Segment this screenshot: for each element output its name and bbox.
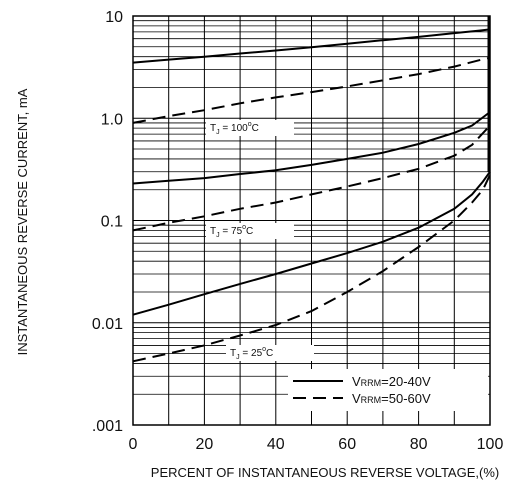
x-tick-label: 100 [477,436,504,453]
legend-box [288,369,488,411]
grid [133,16,490,425]
annotations: TJ = 100oC TJ = 75oC TJ = 25oC [206,120,314,361]
series-group [132,16,491,363]
annotation-background [226,345,314,361]
x-tick-label: 80 [410,436,428,453]
solid-series-line [132,111,491,185]
y-axis-title: INSTANTANEOUS REVERSE CURRENT, mA [15,88,30,355]
dashed-series-line [132,174,491,363]
annotation-background [206,223,294,239]
x-tick-label: 0 [129,436,138,453]
solid-series-line [132,28,491,64]
tick-labels: 0 20 40 60 80 100 .001 0.01 0.1 1.0 10 [92,9,504,453]
legend-label: VRRM=20-40V [352,374,431,389]
dashed-series-line [132,56,491,124]
y-tick-label: 1.0 [101,111,123,128]
y-tick-label: .001 [92,418,123,435]
legend-label: VRRM=50-60V [352,391,431,406]
temperature-annotation: TJ = 100oC [210,121,259,136]
x-tick-label: 40 [267,436,285,453]
x-axis-title: PERCENT OF INSTANTANEOUS REVERSE VOLTAGE… [151,465,499,480]
x-tick-label: 20 [196,436,214,453]
dashed-series-line [132,124,491,232]
x-tick-label: 60 [338,436,356,453]
temperature-annotation: TJ = 25oC [230,346,273,361]
solid-series-line [132,171,491,316]
y-tick-label: 10 [105,9,123,26]
annotation-background [206,120,294,136]
y-tick-label: 0.01 [92,316,123,333]
y-tick-label: 0.1 [101,214,123,231]
plot-frame [132,15,491,426]
temperature-annotation: TJ = 75oC [210,224,253,239]
legend: VRRM=20-40V VRRM=50-60V [288,369,488,411]
